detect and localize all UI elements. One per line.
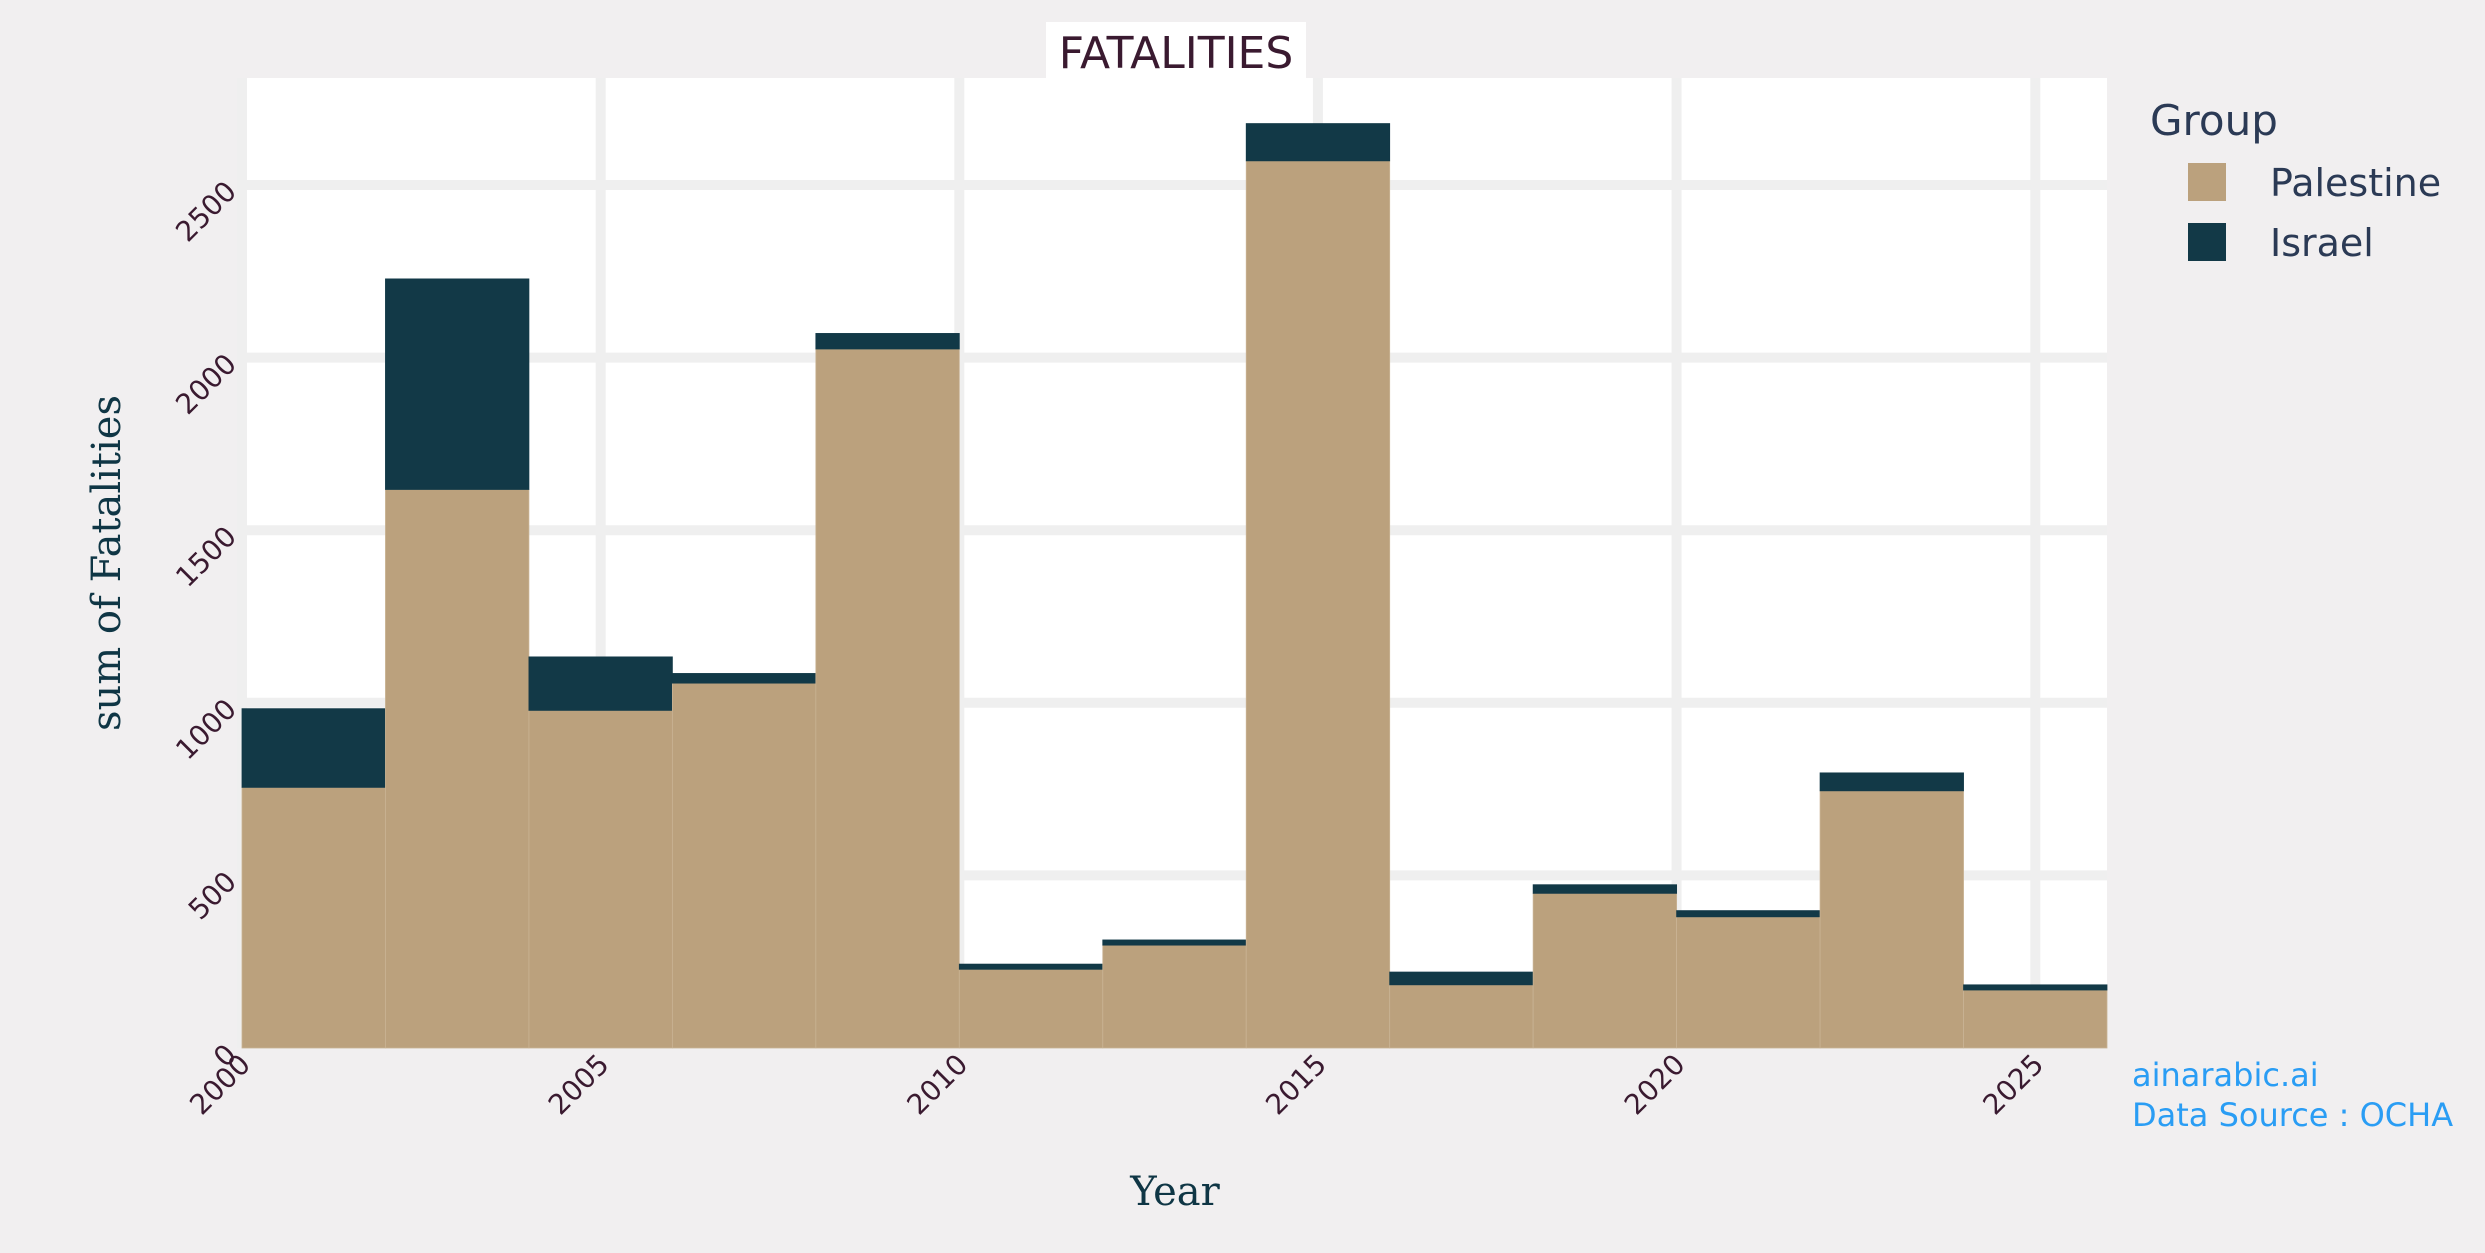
y-axis-title: sum of Fatalities (84, 395, 130, 731)
bar-palestine-2012[interactable] (1102, 944, 1247, 1049)
x-tick-label: 2020 (1618, 1048, 1692, 1122)
y-tick-label: 1000 (169, 692, 243, 766)
bar-israel-2000[interactable] (241, 708, 386, 788)
x-tick-label: 2025 (1976, 1048, 2050, 1122)
bar-palestine-2022[interactable] (1819, 790, 1964, 1049)
y-tick-label: 2500 (169, 175, 243, 249)
legend-title: Group (2150, 96, 2278, 145)
legend-item-palestine[interactable]: Palestine (2188, 161, 2441, 205)
x-tick-label: 2005 (542, 1048, 616, 1122)
legend-swatch-israel (2188, 223, 2226, 261)
bar-israel-2010[interactable] (958, 963, 1104, 970)
bar-israel-2012[interactable] (1102, 939, 1247, 946)
credit-source: Data Source : OCHA (2132, 1096, 2453, 1134)
chart-title-background (1046, 22, 1306, 78)
x-tick-labels: 2000 2005 2010 2015 2020 2025 (183, 1048, 2050, 1122)
bar-israel-2004[interactable] (528, 656, 673, 711)
y-tick-label: 500 (182, 865, 243, 926)
bar-palestine-2020[interactable] (1676, 916, 1821, 1049)
bar-palestine-2004[interactable] (528, 709, 673, 1049)
x-axis-title: Year (1129, 1169, 1220, 1215)
bar-palestine-2016[interactable] (1389, 984, 1534, 1049)
bar-israel-2002[interactable] (385, 278, 530, 490)
y-tick-label: 1500 (169, 520, 243, 594)
bar-israel-2022[interactable] (1819, 772, 1964, 792)
bar-israel-2008[interactable] (815, 333, 960, 350)
bar-palestine-2024[interactable] (1963, 989, 2108, 1049)
x-tick-label: 2015 (1259, 1048, 1333, 1122)
legend-label-palestine: Palestine (2270, 161, 2441, 205)
bar-palestine-2010[interactable] (958, 968, 1104, 1049)
bar-israel-2006[interactable] (671, 673, 817, 684)
bar-israel-2014[interactable] (1245, 123, 1391, 162)
bars (241, 123, 2108, 1049)
legend: Group Palestine Israel (2150, 96, 2441, 265)
bar-israel-2016[interactable] (1389, 971, 1534, 986)
bar-palestine-2000[interactable] (241, 786, 386, 1049)
bar-israel-2020[interactable] (1676, 910, 1821, 918)
credit-site[interactable]: ainarabic.ai (2132, 1056, 2319, 1094)
legend-item-israel[interactable]: Israel (2188, 221, 2374, 265)
bar-palestine-2008[interactable] (815, 348, 960, 1049)
bar-palestine-2006[interactable] (671, 682, 817, 1049)
bar-palestine-2014[interactable] (1245, 160, 1391, 1049)
bar-israel-2018[interactable] (1532, 884, 1678, 894)
bar-israel-2024[interactable] (1963, 984, 2108, 991)
y-tick-label: 2000 (169, 347, 243, 421)
bar-palestine-2002[interactable] (385, 489, 530, 1049)
chart-title: FATALITIES (1059, 28, 1294, 79)
legend-swatch-palestine (2188, 163, 2226, 201)
legend-label-israel: Israel (2270, 221, 2374, 265)
bar-palestine-2018[interactable] (1532, 892, 1678, 1049)
x-tick-label: 2010 (901, 1048, 975, 1122)
